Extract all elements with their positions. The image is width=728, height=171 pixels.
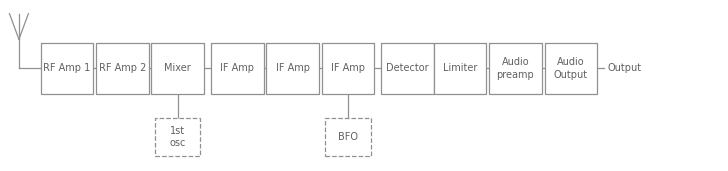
Text: Audio
Output: Audio Output <box>554 57 587 80</box>
Bar <box>96 43 149 94</box>
Text: Limiter: Limiter <box>443 63 478 73</box>
Bar <box>489 43 542 94</box>
Text: IF Amp: IF Amp <box>331 63 365 73</box>
Bar <box>322 43 374 94</box>
Text: Output: Output <box>607 63 641 73</box>
Text: BFO: BFO <box>338 132 358 142</box>
Text: 1st
osc: 1st osc <box>170 126 186 148</box>
Bar <box>151 43 204 94</box>
Bar <box>434 43 486 94</box>
Bar <box>325 118 371 156</box>
Text: RF Amp 1: RF Amp 1 <box>44 63 90 73</box>
Bar <box>545 43 597 94</box>
Bar <box>41 43 93 94</box>
Bar <box>266 43 319 94</box>
Text: RF Amp 2: RF Amp 2 <box>98 63 146 73</box>
Bar <box>381 43 434 94</box>
Text: IF Amp: IF Amp <box>276 63 309 73</box>
Bar <box>155 118 200 156</box>
Text: Detector: Detector <box>387 63 429 73</box>
Text: Mixer: Mixer <box>165 63 191 73</box>
Text: Audio
preamp: Audio preamp <box>496 57 534 80</box>
Bar <box>211 43 264 94</box>
Text: IF Amp: IF Amp <box>221 63 254 73</box>
